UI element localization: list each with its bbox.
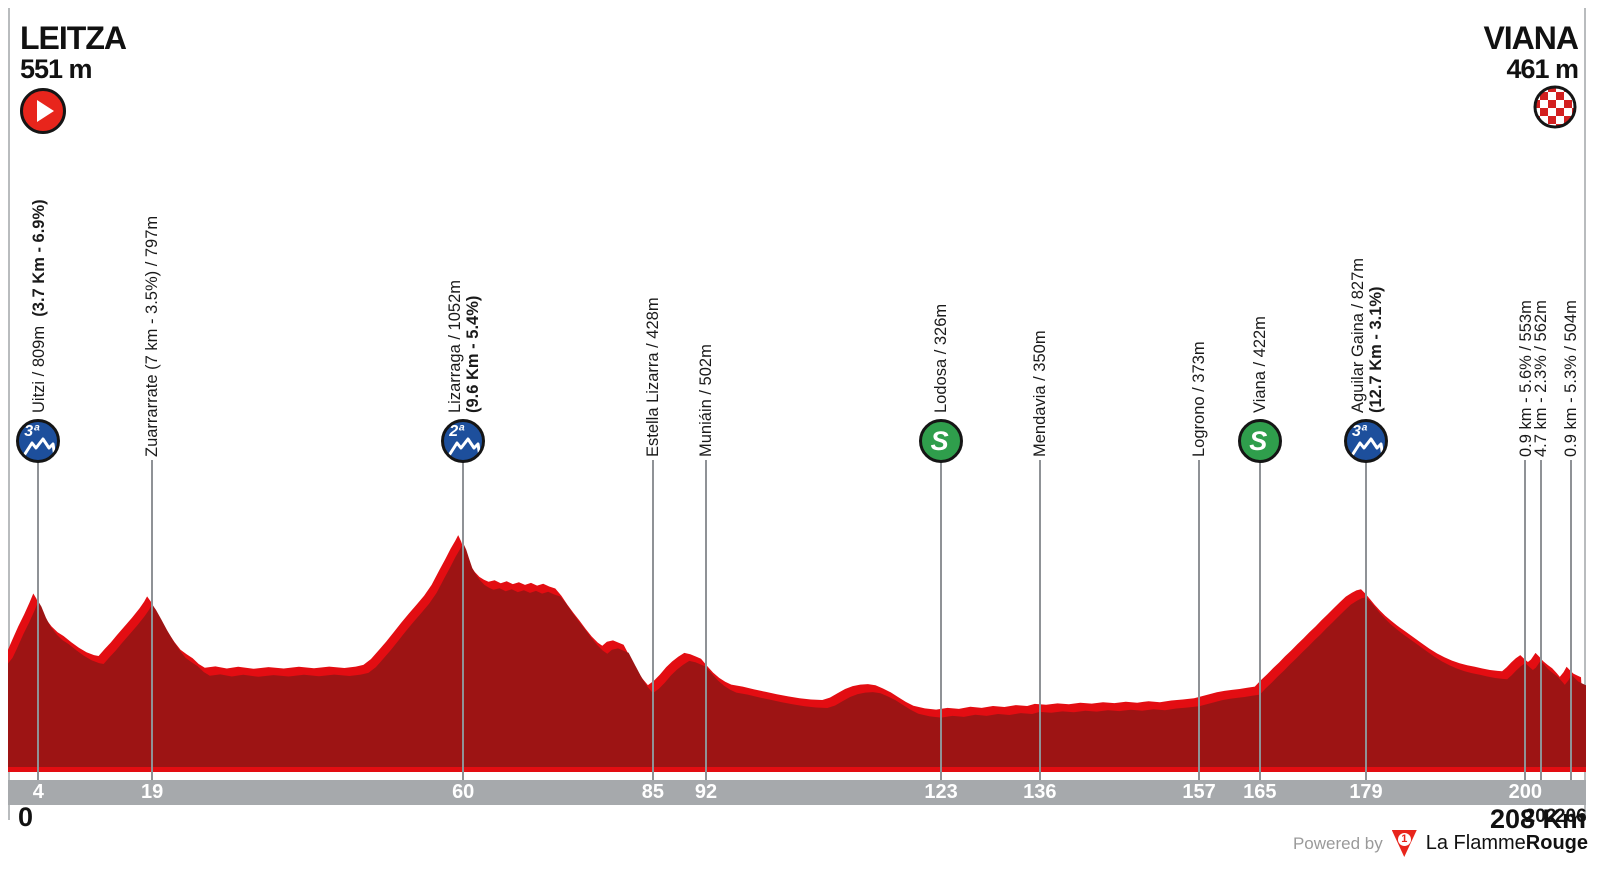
finish-elevation: 461 m	[1506, 54, 1579, 84]
climb-category-icon: 3ª	[1344, 419, 1388, 463]
climb-category-icon: 2ª	[441, 419, 486, 463]
start-elevation: 551 m	[20, 54, 93, 84]
finish-checkered-icon	[1533, 85, 1577, 129]
waypoint-line	[651, 460, 654, 780]
climb-category-text: 3ª	[24, 423, 40, 440]
waypoint-line	[1524, 460, 1527, 780]
climb-category-text: 2ª	[449, 423, 465, 440]
play-triangle-icon	[37, 100, 54, 122]
km-tick-label: 136	[1023, 781, 1057, 803]
logo-digit: 1	[1397, 833, 1411, 846]
km-tick-label: 202	[1524, 806, 1557, 827]
start-header: LEITZA 551 m	[20, 20, 127, 139]
axis-start-label: 0	[18, 802, 34, 832]
km-tick-label: 85	[641, 781, 665, 803]
sprint-icon: S	[1237, 419, 1282, 463]
waypoint-line	[1539, 460, 1542, 780]
km-tick-label: 92	[694, 781, 718, 803]
km-tick-label: 165	[1243, 781, 1277, 803]
km-tick-label: 19	[140, 781, 164, 803]
axis-end-label: 208 Km	[1489, 804, 1586, 834]
km-tick-label: 4	[32, 781, 44, 803]
waypoint-line	[1258, 440, 1261, 780]
chart-right-border	[1584, 8, 1586, 820]
climb-detail: (3.7 Km - 6.9%)	[29, 199, 48, 317]
waypoint-line	[462, 440, 465, 780]
finish-header: VIANA 461 m	[1483, 20, 1579, 135]
sprint-letter: S	[930, 426, 949, 456]
waypoint-label: 0.9 km - 5.3% / 504m	[1562, 300, 1581, 457]
km-tick-label: 60	[452, 781, 475, 803]
km-tick-label: 179	[1349, 781, 1383, 803]
km-tick-label: 157	[1182, 781, 1216, 803]
climb-detail: (12.7 Km - 3.1%)	[1366, 286, 1384, 413]
climb-category-icon: 3ª	[16, 419, 61, 463]
waypoint-label: Muniáin / 502m	[697, 344, 716, 457]
mountain-icon	[21, 437, 56, 458]
climb-category-text: 3ª	[1352, 423, 1367, 440]
elevation-profile	[8, 535, 1586, 772]
profile-baseline	[8, 767, 1586, 772]
sprint-icon: S	[919, 419, 964, 463]
waypoint-line	[705, 460, 707, 780]
finish-city: VIANA	[1483, 20, 1579, 56]
powered-by-label: Powered by	[1292, 833, 1383, 853]
waypoint-line	[37, 440, 40, 780]
waypoint-label: Zuarrarrate (7 km - 3.5%) / 797m	[143, 215, 162, 457]
waypoint-line	[1365, 440, 1367, 780]
waypoint-label: Mendavia / 350m	[1031, 330, 1049, 457]
waypoint-line	[1198, 460, 1201, 780]
mountain-icon	[446, 437, 481, 458]
chart-left-border	[8, 8, 10, 820]
start-city: LEITZA	[20, 20, 127, 56]
waypoint-line	[151, 460, 154, 780]
km-tick-label: 206	[1554, 806, 1587, 827]
waypoint-line	[1569, 460, 1572, 780]
sprint-letter: S	[1249, 426, 1268, 456]
distance-axis-bar	[8, 780, 1586, 805]
mountain-icon	[1349, 437, 1383, 458]
start-icon	[20, 88, 66, 134]
waypoint-line	[940, 440, 943, 780]
footer-credit[interactable]: Powered by 1 La FlammeRouge	[1293, 830, 1588, 857]
waypoint-label: Uitzi / 809m (3.7 Km - 6.9%)	[29, 199, 48, 413]
waypoint-line	[1038, 460, 1041, 780]
climb-detail: (9.6 Km - 5.4%)	[463, 295, 482, 413]
km-tick-label: 200	[1508, 781, 1542, 803]
km-tick-label: 123	[924, 781, 958, 803]
brand-name: La FlammeRouge	[1425, 832, 1588, 854]
la-flamme-rouge-logo-icon: 1	[1391, 830, 1417, 857]
profile-main-area	[8, 543, 1586, 768]
